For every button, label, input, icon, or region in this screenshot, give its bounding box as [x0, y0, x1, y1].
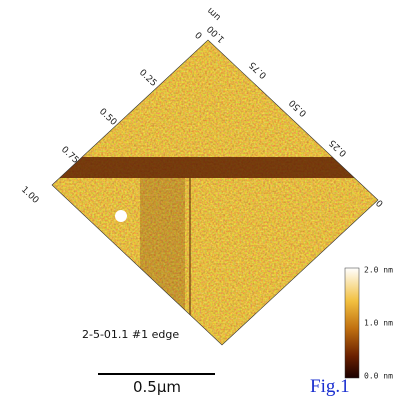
right-axis-label: 0.25 [328, 137, 349, 158]
scale-bar-label: 0.5µm [133, 378, 181, 396]
page: {"left_axis": {"labels": ["1.00", "0.75"… [0, 0, 404, 403]
left-axis-label: 1.00 [19, 185, 41, 206]
colorbar [345, 268, 359, 378]
colorbar-label: 2.0 nm [364, 266, 393, 275]
afm-image [40, 30, 390, 360]
figure: 1.000.750.500.250 1.000.750.500.250um 2.… [0, 0, 404, 403]
figure-label: Fig.1 [310, 376, 350, 397]
left-axis-label: 0.25 [137, 68, 158, 89]
colorbar-label: 0.0 nm [364, 372, 393, 381]
colorbar-label: 1.0 nm [364, 319, 393, 328]
caption: 2-5-01.1 #1 edge [82, 328, 179, 341]
axis-unit: um [206, 5, 223, 22]
right-axis-label: 0.75 [248, 59, 269, 80]
right-axis-label: 0.50 [287, 97, 309, 118]
left-axis-label: 0 [192, 31, 203, 42]
left-axis-label: 0.50 [97, 107, 119, 128]
